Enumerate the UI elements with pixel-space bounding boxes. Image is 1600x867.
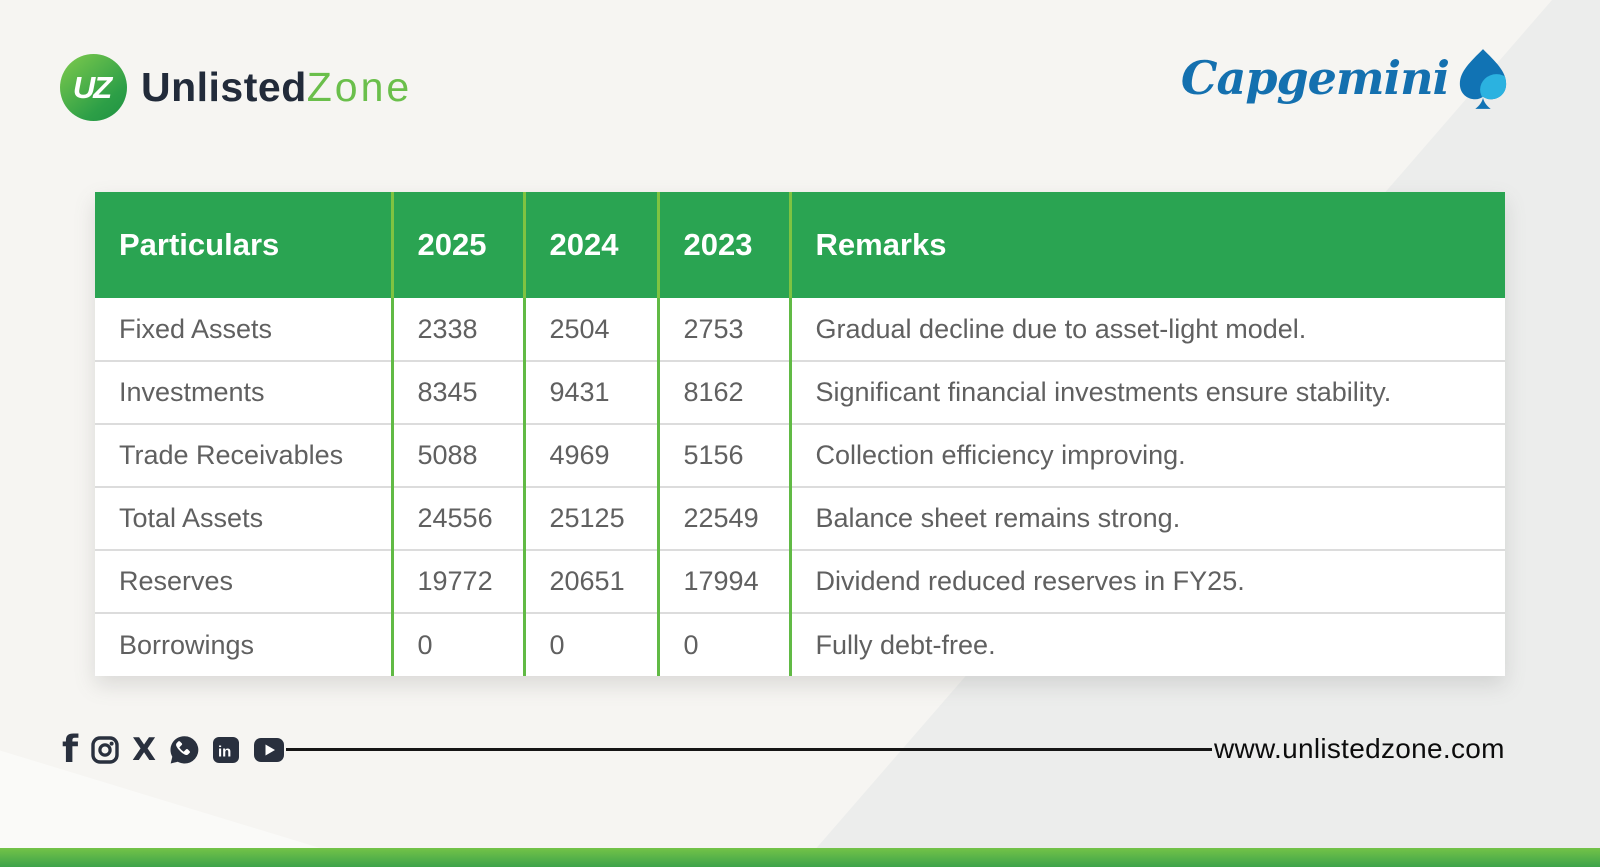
youtube-icon[interactable] xyxy=(253,737,285,763)
cell-particulars: Fixed Assets xyxy=(95,298,392,361)
uz-monogram-text: UZ xyxy=(72,69,112,105)
cell-remarks: Balance sheet remains strong. xyxy=(788,486,1505,550)
cell-remarks: Fully debt-free. xyxy=(788,612,1505,676)
wordmark-primary: Unlisted xyxy=(141,64,307,110)
table-row: Investments 8345 9431 8162 Significant f… xyxy=(95,360,1505,424)
cell-2025: 24556 xyxy=(390,486,524,550)
table-row: Fixed Assets 2338 2504 2753 Gradual decl… xyxy=(95,298,1505,361)
column-header-remarks: Remarks xyxy=(788,192,1505,298)
cell-particulars: Total Assets xyxy=(95,486,392,550)
bottom-green-bar xyxy=(0,848,1600,867)
capgemini-logo: Capgemini xyxy=(1181,46,1510,115)
cell-particulars: Trade Receivables xyxy=(95,423,392,487)
cell-remarks: Significant financial investments ensure… xyxy=(788,360,1505,424)
cell-2024: 4969 xyxy=(522,423,658,487)
cell-2025: 0 xyxy=(390,612,524,676)
unlistedzone-wordmark: UnlistedZone xyxy=(141,64,412,111)
table-row: Total Assets 24556 25125 22549 Balance s… xyxy=(95,486,1505,550)
financials-table-card: Particulars 2025 2024 2023 Remarks Fixed… xyxy=(95,192,1505,676)
wordmark-secondary: Zone xyxy=(306,64,413,110)
table-row: Reserves 19772 20651 17994 Dividend redu… xyxy=(95,549,1505,613)
uz-monogram-icon: UZ xyxy=(60,54,127,121)
table-row: Borrowings 0 0 0 Fully debt-free. xyxy=(95,612,1505,676)
cell-2025: 19772 xyxy=(390,549,524,613)
svg-text:in: in xyxy=(218,744,231,761)
capgemini-spade-icon xyxy=(1456,48,1510,115)
cell-2023: 2753 xyxy=(656,298,790,361)
x-twitter-icon[interactable]: X xyxy=(132,731,157,768)
column-header-particulars: Particulars xyxy=(95,192,392,298)
column-header-2024: 2024 xyxy=(522,192,658,298)
cell-2024: 20651 xyxy=(522,549,658,613)
cell-particulars: Investments xyxy=(95,360,392,424)
cell-2024: 9431 xyxy=(522,360,658,424)
whatsapp-icon[interactable] xyxy=(169,735,199,765)
table-row: Trade Receivables 5088 4969 5156 Collect… xyxy=(95,423,1505,487)
financials-table: Particulars 2025 2024 2023 Remarks Fixed… xyxy=(95,192,1505,676)
linkedin-icon[interactable]: in xyxy=(212,736,240,764)
table-header: Particulars 2025 2024 2023 Remarks xyxy=(95,192,1505,298)
capgemini-wordmark: Capgemini xyxy=(1180,51,1450,105)
cell-2023: 5156 xyxy=(656,423,790,487)
social-icons-row: f X in xyxy=(62,727,285,771)
cell-2023: 8162 xyxy=(656,360,790,424)
table-body: Fixed Assets 2338 2504 2753 Gradual decl… xyxy=(95,298,1505,676)
instagram-icon[interactable] xyxy=(91,736,119,764)
facebook-icon[interactable]: f xyxy=(62,727,79,771)
column-header-2023: 2023 xyxy=(656,192,790,298)
cell-2025: 8345 xyxy=(390,360,524,424)
cell-2023: 22549 xyxy=(656,486,790,550)
cell-2024: 2504 xyxy=(522,298,658,361)
cell-2025: 5088 xyxy=(390,423,524,487)
cell-remarks: Gradual decline due to asset-light model… xyxy=(788,298,1505,361)
cell-2024: 25125 xyxy=(522,486,658,550)
column-header-2025: 2025 xyxy=(390,192,524,298)
unlistedzone-logo: UZ UnlistedZone xyxy=(60,54,412,121)
website-url[interactable]: www.unlistedzone.com xyxy=(1214,733,1505,764)
cell-2023: 0 xyxy=(656,612,790,676)
footer-divider-line xyxy=(286,748,1212,751)
header-row: Particulars 2025 2024 2023 Remarks xyxy=(95,192,1505,298)
cell-particulars: Reserves xyxy=(95,549,392,613)
cell-2023: 17994 xyxy=(656,549,790,613)
cell-2024: 0 xyxy=(522,612,658,676)
cell-remarks: Collection efficiency improving. xyxy=(788,423,1505,487)
cell-particulars: Borrowings xyxy=(95,612,392,676)
cell-remarks: Dividend reduced reserves in FY25. xyxy=(788,549,1505,613)
cell-2025: 2338 xyxy=(390,298,524,361)
